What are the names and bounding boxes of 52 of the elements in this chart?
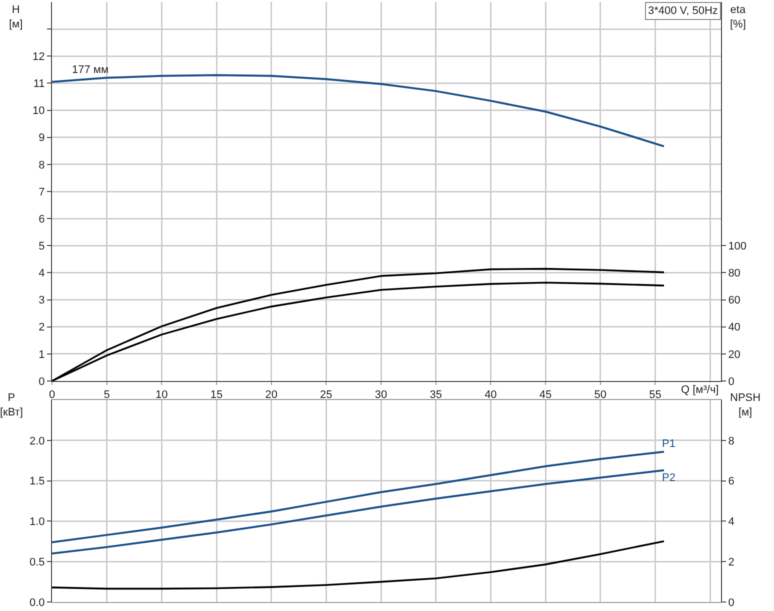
y-tick-label: 0.5 (30, 556, 45, 568)
x-tick-label: 20 (265, 389, 278, 402)
y2-tick-label: 20 (728, 348, 740, 361)
x-tick-label: 10 (156, 389, 168, 402)
y-tick-label: 10 (32, 105, 45, 118)
y-tick-label: 1 (38, 348, 45, 361)
series-label: P1 (662, 438, 676, 450)
x-axis-title: Q [м³/ч] (681, 384, 719, 396)
y2-tick-label: 8 (728, 435, 734, 448)
y-tick-label: 0.0 (30, 596, 45, 609)
x-tick-label: 45 (539, 389, 552, 402)
y2-tick-label: 6 (728, 476, 734, 488)
y-tick-label: 9 (38, 132, 45, 144)
series-label: 177 мм (72, 64, 109, 76)
y2-tick-label: 100 (728, 240, 747, 252)
x-tick-label: 40 (484, 389, 497, 402)
annotation: 3*400 V, 50Hz (648, 5, 718, 17)
y-tick-label: 8 (38, 159, 45, 172)
x-tick-label: 55 (649, 389, 662, 402)
y-tick-label: 1.0 (30, 516, 45, 528)
series-label: P2 (662, 472, 676, 484)
y-tick-label: 1.5 (30, 476, 45, 488)
x-tick-label: 50 (594, 389, 606, 402)
y2-tick-label: 40 (728, 322, 740, 334)
line-series (52, 74, 665, 148)
y2-tick-label: 2 (728, 556, 734, 568)
y2-tick-label: 4 (728, 516, 734, 528)
y2-tick-label: 0 (728, 376, 734, 388)
x-tick-label: 5 (104, 389, 110, 402)
line-series (52, 540, 665, 590)
x-tick-label: 0 (48, 389, 56, 402)
y-tick-label: 0 (38, 376, 45, 388)
y-tick-label: 7 (38, 186, 45, 198)
x-tick-label: 15 (210, 389, 223, 402)
y-tick-label: 6 (38, 213, 45, 226)
y2-tick-label: 80 (728, 268, 740, 280)
y-axis-title: H [м] (9, 4, 23, 30)
y2-tick-label: 0 (728, 596, 734, 609)
x-tick-label: 30 (374, 389, 388, 402)
y2-axis-title: eta [%] (730, 4, 746, 30)
y-tick-label: 3 (38, 294, 45, 307)
y-tick-label: 4 (38, 268, 45, 280)
y-tick-label: 11 (33, 78, 45, 90)
y-tick-label: 5 (38, 240, 45, 252)
x-tick-label: 25 (320, 389, 332, 402)
x-tick-label: 35 (430, 389, 442, 402)
y-axis-title: P [кВт] (0, 392, 23, 418)
y-tick-label: 2 (38, 322, 45, 334)
y-tick-label: 2.0 (30, 435, 45, 448)
y2-axis-title: NPSH [м] (730, 392, 761, 418)
y2-tick-label: 60 (728, 294, 740, 307)
y-tick-label: 12 (32, 50, 45, 63)
